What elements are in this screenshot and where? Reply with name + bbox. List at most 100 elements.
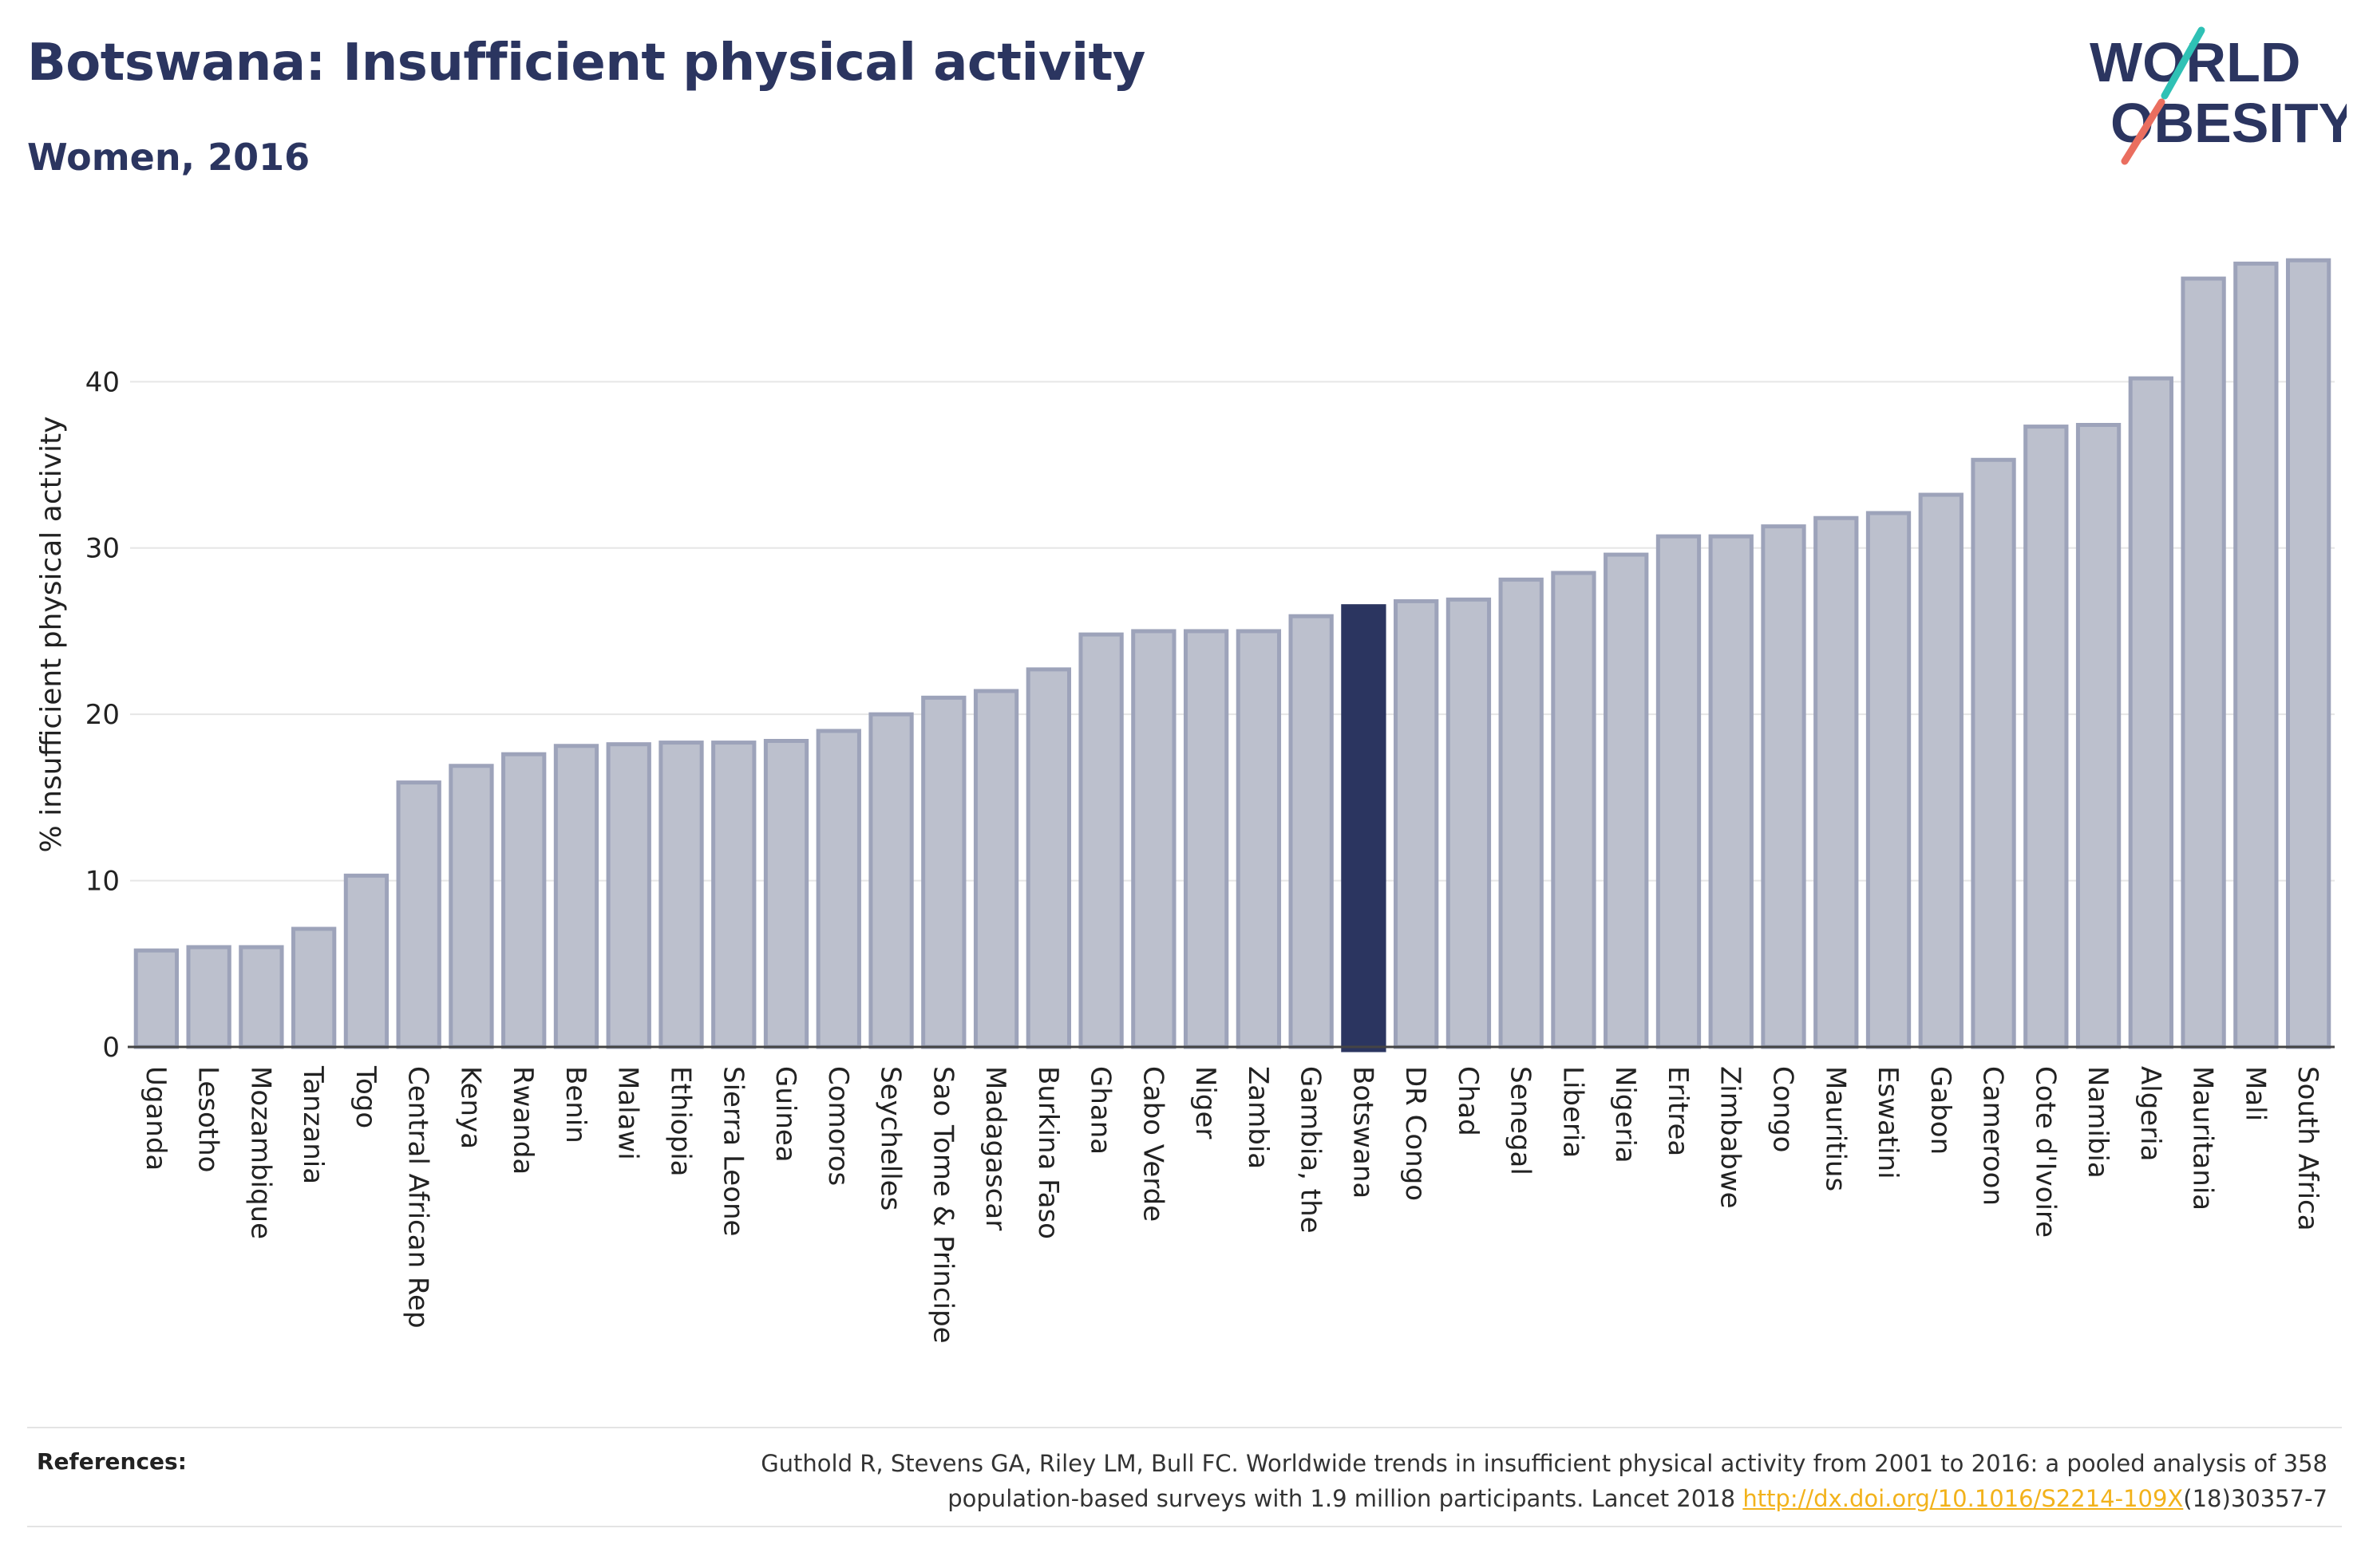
x-tick-label: Eritrea (1662, 1066, 1694, 1156)
bar (1236, 629, 1282, 1049)
x-tick-label: Lesotho (192, 1066, 224, 1172)
y-tick-label: 0 (102, 1032, 120, 1064)
x-tick-label: Togo (350, 1065, 382, 1128)
bar (1026, 667, 1071, 1049)
x-tick-label: Zambia (1242, 1066, 1274, 1169)
x-tick-label: Uganda (140, 1066, 172, 1171)
x-tick-label: Chad (1452, 1066, 1484, 1136)
x-tick-label: Botswana (1347, 1066, 1378, 1199)
bar (186, 945, 231, 1049)
x-tick-label: Rwanda (507, 1066, 539, 1175)
x-tick-label: Madagascar (979, 1066, 1011, 1230)
references-label: References: (37, 1448, 187, 1475)
x-tick-label: Central African Rep (402, 1066, 434, 1329)
y-tick-label: 10 (85, 866, 120, 898)
bar (553, 744, 599, 1049)
bar (1813, 515, 1859, 1049)
x-tick-label: Mali (2239, 1066, 2271, 1121)
x-tick-label: Cameroon (1977, 1066, 2009, 1206)
bar (606, 742, 651, 1049)
x-tick-label: Gambia, the (1295, 1066, 1327, 1234)
x-tick-label: Namibia (2082, 1066, 2114, 1179)
x-tick-label: Algeria (2134, 1066, 2166, 1161)
bar (658, 741, 704, 1049)
chart-subtitle: Women, 2016 (27, 136, 310, 179)
logo-slash-coral (2121, 98, 2165, 165)
bar (239, 945, 284, 1049)
x-tick-label: Sao Tome & Principe (927, 1066, 959, 1344)
reference-line-1: Guthold R, Stevens GA, Riley LM, Bull FC… (761, 1450, 2327, 1477)
logo-slash-teal (2161, 26, 2205, 100)
references-top-rule (27, 1427, 2342, 1428)
x-tick-label: Guinea (769, 1066, 801, 1163)
bars (133, 258, 2331, 1053)
x-tick-label: Mozambique (244, 1066, 276, 1239)
bar (921, 695, 967, 1049)
reference-line-2-end: (18)30357-7 (2183, 1485, 2327, 1512)
bar (1865, 511, 1912, 1049)
x-tick-label: Mauritius (1819, 1066, 1851, 1191)
y-tick-label: 30 (85, 533, 120, 565)
x-tick-label: Eswatini (1872, 1066, 1904, 1179)
bar (1551, 571, 1596, 1049)
y-axis-label: % insufficient physical activity (35, 417, 68, 853)
reference-line-2-start: population-based surveys with 1.9 millio… (947, 1485, 1743, 1512)
bar (449, 764, 494, 1049)
y-tick-label: 20 (85, 699, 120, 731)
bar (1078, 632, 1124, 1049)
bar-chart: 0 10 20 30 40 Uganda Lesotho Mozambique Tanzani… (35, 258, 2335, 1344)
bar (1708, 534, 1754, 1049)
bar (396, 780, 441, 1049)
bar (711, 741, 757, 1049)
bar (2181, 276, 2226, 1049)
bar (763, 739, 809, 1049)
x-tick-label: Comoros (822, 1066, 854, 1186)
x-tick-label: Tanzania (297, 1065, 329, 1184)
doi-link[interactable]: http://dx.doi.org/10.1016/S2214-109X (1742, 1485, 2184, 1512)
bar (868, 712, 914, 1049)
x-tick-label: South Africa (2292, 1066, 2323, 1231)
world-obesity-logo: WORLD OBESITY (2090, 26, 2347, 165)
chart-title: Botswana: Insufficient physical activity (27, 34, 1145, 93)
gridlines (130, 381, 2335, 882)
bar (1445, 597, 1492, 1049)
x-tick-label: Senegal (1505, 1066, 1536, 1175)
bar (1394, 598, 1439, 1049)
x-tick-label: Ethiopia (665, 1066, 697, 1176)
bar (1918, 492, 1964, 1049)
x-tick-label: Niger (1189, 1066, 1221, 1139)
references-text: Guthold R, Stevens GA, Riley LM, Bull FC… (492, 1446, 2327, 1516)
bar (2023, 425, 2069, 1049)
x-tick-labels: Uganda Lesotho Mozambique Tanzania Togo Centr… (140, 1065, 2323, 1344)
x-tick-label: Cabo Verde (1137, 1066, 1169, 1222)
x-tick-label: Kenya (454, 1066, 486, 1149)
bar-highlighted (1341, 604, 1386, 1053)
x-tick-label: Burkina Faso (1032, 1066, 1064, 1239)
bar (1288, 614, 1334, 1049)
y-tick-label: 40 (85, 366, 120, 398)
reference-line-2: population-based surveys with 1.9 millio… (492, 1481, 2327, 1516)
bar (973, 689, 1019, 1049)
bar (343, 873, 390, 1049)
bar (1131, 629, 1177, 1049)
bar (133, 948, 180, 1049)
x-tick-label: Seychelles (875, 1066, 907, 1211)
bar (2285, 258, 2331, 1049)
bar (501, 752, 547, 1049)
bar (1604, 552, 1649, 1049)
x-tick-label: Gabon (1924, 1066, 1956, 1155)
bar (1183, 629, 1229, 1049)
y-tick-labels: 0 10 20 30 40 (85, 366, 120, 1064)
references-bottom-rule (27, 1526, 2342, 1527)
bar (1655, 534, 1702, 1049)
bar (2128, 376, 2173, 1049)
x-tick-label: Malawi (612, 1066, 644, 1160)
bar (1498, 577, 1544, 1049)
bar (816, 729, 861, 1049)
x-tick-label: Sierra Leone (717, 1066, 749, 1236)
x-tick-label: Nigeria (1609, 1066, 1641, 1163)
x-tick-label: Congo (1767, 1066, 1799, 1152)
bar (2075, 423, 2122, 1049)
x-tick-label: Mauritania (2187, 1066, 2219, 1211)
x-tick-label: Benin (560, 1066, 591, 1143)
